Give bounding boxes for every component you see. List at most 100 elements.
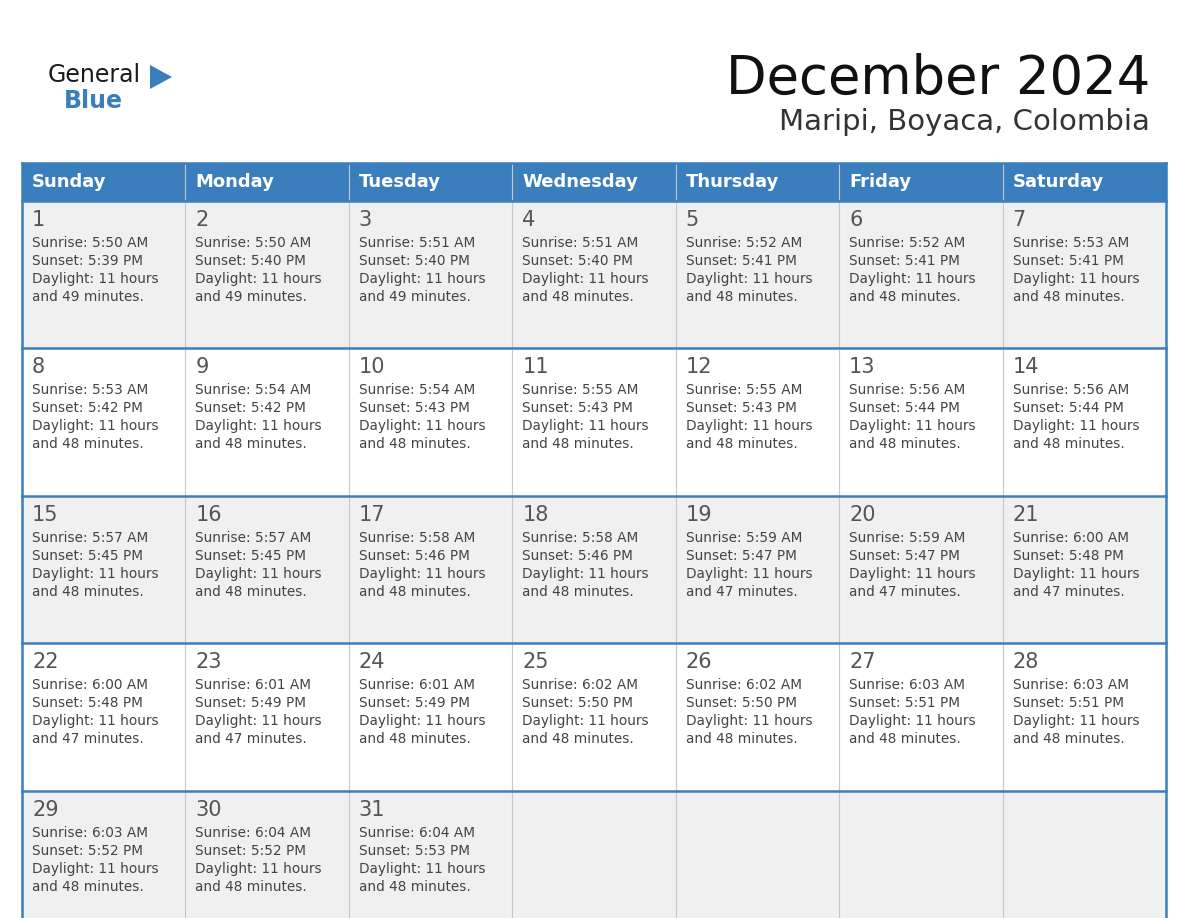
Text: Daylight: 11 hours: Daylight: 11 hours [196, 714, 322, 728]
Text: Sunrise: 5:59 AM: Sunrise: 5:59 AM [849, 531, 966, 544]
Text: Sunrise: 5:52 AM: Sunrise: 5:52 AM [849, 236, 966, 250]
Text: Sunrise: 5:54 AM: Sunrise: 5:54 AM [196, 384, 311, 397]
Text: Daylight: 11 hours: Daylight: 11 hours [685, 566, 813, 581]
Text: and 48 minutes.: and 48 minutes. [685, 437, 797, 452]
Text: Daylight: 11 hours: Daylight: 11 hours [685, 420, 813, 433]
Text: Daylight: 11 hours: Daylight: 11 hours [359, 420, 486, 433]
Text: and 48 minutes.: and 48 minutes. [1012, 733, 1124, 746]
Text: Daylight: 11 hours: Daylight: 11 hours [523, 566, 649, 581]
Text: and 48 minutes.: and 48 minutes. [1012, 437, 1124, 452]
Text: Sunrise: 5:50 AM: Sunrise: 5:50 AM [196, 236, 311, 250]
Text: Sunrise: 5:51 AM: Sunrise: 5:51 AM [523, 236, 638, 250]
Polygon shape [150, 65, 172, 89]
Text: 28: 28 [1012, 652, 1040, 672]
Text: Sunset: 5:47 PM: Sunset: 5:47 PM [849, 549, 960, 563]
Text: and 48 minutes.: and 48 minutes. [359, 879, 470, 893]
Text: 31: 31 [359, 800, 385, 820]
Text: Daylight: 11 hours: Daylight: 11 hours [32, 714, 159, 728]
Text: Sunrise: 5:56 AM: Sunrise: 5:56 AM [1012, 384, 1129, 397]
Text: Sunrise: 5:59 AM: Sunrise: 5:59 AM [685, 531, 802, 544]
Text: and 48 minutes.: and 48 minutes. [685, 290, 797, 304]
Text: Daylight: 11 hours: Daylight: 11 hours [32, 566, 159, 581]
Text: Daylight: 11 hours: Daylight: 11 hours [523, 420, 649, 433]
Text: 22: 22 [32, 652, 58, 672]
Text: Sunset: 5:46 PM: Sunset: 5:46 PM [359, 549, 469, 563]
Text: 9: 9 [196, 357, 209, 377]
Text: Daylight: 11 hours: Daylight: 11 hours [196, 272, 322, 286]
Bar [23, 496, 1165, 644]
Text: 29: 29 [32, 800, 58, 820]
Text: Sunset: 5:52 PM: Sunset: 5:52 PM [196, 844, 307, 857]
Text: Sunrise: 6:04 AM: Sunrise: 6:04 AM [359, 825, 475, 840]
Text: Daylight: 11 hours: Daylight: 11 hours [359, 714, 486, 728]
Text: and 47 minutes.: and 47 minutes. [196, 733, 308, 746]
Text: Sunrise: 5:57 AM: Sunrise: 5:57 AM [32, 531, 148, 544]
Bar [23, 201, 1165, 349]
Text: Daylight: 11 hours: Daylight: 11 hours [1012, 272, 1139, 286]
Text: Sunset: 5:49 PM: Sunset: 5:49 PM [359, 696, 470, 711]
Text: Daylight: 11 hours: Daylight: 11 hours [849, 272, 975, 286]
Text: and 48 minutes.: and 48 minutes. [32, 437, 144, 452]
Text: and 48 minutes.: and 48 minutes. [1012, 290, 1124, 304]
Text: Sunset: 5:40 PM: Sunset: 5:40 PM [359, 254, 469, 268]
Text: 5: 5 [685, 210, 699, 230]
Text: Wednesday: Wednesday [523, 173, 638, 191]
Text: 27: 27 [849, 652, 876, 672]
Text: Friday: Friday [849, 173, 911, 191]
Text: Daylight: 11 hours: Daylight: 11 hours [32, 862, 159, 876]
Text: Sunset: 5:41 PM: Sunset: 5:41 PM [849, 254, 960, 268]
Text: and 47 minutes.: and 47 minutes. [32, 733, 144, 746]
Text: Daylight: 11 hours: Daylight: 11 hours [523, 714, 649, 728]
Text: General: General [48, 63, 141, 87]
Text: Daylight: 11 hours: Daylight: 11 hours [32, 272, 159, 286]
Text: Sunrise: 5:55 AM: Sunrise: 5:55 AM [685, 384, 802, 397]
Text: 24: 24 [359, 652, 385, 672]
Text: and 48 minutes.: and 48 minutes. [523, 290, 634, 304]
Text: Sunset: 5:42 PM: Sunset: 5:42 PM [32, 401, 143, 416]
Text: Sunset: 5:43 PM: Sunset: 5:43 PM [359, 401, 469, 416]
Text: Sunset: 5:44 PM: Sunset: 5:44 PM [849, 401, 960, 416]
Text: 4: 4 [523, 210, 536, 230]
Text: Sunset: 5:43 PM: Sunset: 5:43 PM [523, 401, 633, 416]
Text: Sunset: 5:51 PM: Sunset: 5:51 PM [849, 696, 960, 711]
Text: Sunset: 5:53 PM: Sunset: 5:53 PM [359, 844, 470, 857]
Text: and 47 minutes.: and 47 minutes. [1012, 585, 1124, 599]
Text: 21: 21 [1012, 505, 1040, 525]
Text: and 49 minutes.: and 49 minutes. [359, 290, 470, 304]
Text: Sunset: 5:50 PM: Sunset: 5:50 PM [685, 696, 797, 711]
Text: Daylight: 11 hours: Daylight: 11 hours [359, 272, 486, 286]
Text: Sunset: 5:40 PM: Sunset: 5:40 PM [196, 254, 307, 268]
Text: Sunrise: 5:54 AM: Sunrise: 5:54 AM [359, 384, 475, 397]
Text: Sunrise: 6:01 AM: Sunrise: 6:01 AM [196, 678, 311, 692]
Text: Sunset: 5:48 PM: Sunset: 5:48 PM [32, 696, 143, 711]
Text: 25: 25 [523, 652, 549, 672]
Text: 19: 19 [685, 505, 713, 525]
Text: and 48 minutes.: and 48 minutes. [849, 290, 961, 304]
Text: Daylight: 11 hours: Daylight: 11 hours [685, 714, 813, 728]
Text: and 48 minutes.: and 48 minutes. [849, 437, 961, 452]
Text: Sunrise: 5:50 AM: Sunrise: 5:50 AM [32, 236, 148, 250]
Text: 20: 20 [849, 505, 876, 525]
Text: Sunrise: 5:53 AM: Sunrise: 5:53 AM [1012, 236, 1129, 250]
Text: Sunset: 5:43 PM: Sunset: 5:43 PM [685, 401, 797, 416]
Text: Saturday: Saturday [1012, 173, 1104, 191]
Text: and 48 minutes.: and 48 minutes. [196, 879, 308, 893]
Text: and 47 minutes.: and 47 minutes. [685, 585, 797, 599]
Bar [23, 790, 1165, 918]
Text: Sunrise: 5:52 AM: Sunrise: 5:52 AM [685, 236, 802, 250]
Text: Blue: Blue [64, 89, 124, 113]
Text: Sunday: Sunday [32, 173, 107, 191]
Text: Sunrise: 6:02 AM: Sunrise: 6:02 AM [523, 678, 638, 692]
Text: and 48 minutes.: and 48 minutes. [32, 879, 144, 893]
Text: and 48 minutes.: and 48 minutes. [685, 733, 797, 746]
Text: Daylight: 11 hours: Daylight: 11 hours [196, 566, 322, 581]
Text: and 47 minutes.: and 47 minutes. [849, 585, 961, 599]
Text: Daylight: 11 hours: Daylight: 11 hours [849, 420, 975, 433]
Text: Sunset: 5:49 PM: Sunset: 5:49 PM [196, 696, 307, 711]
Text: 17: 17 [359, 505, 385, 525]
Text: Sunrise: 6:00 AM: Sunrise: 6:00 AM [1012, 531, 1129, 544]
Text: Sunset: 5:46 PM: Sunset: 5:46 PM [523, 549, 633, 563]
Text: and 48 minutes.: and 48 minutes. [196, 585, 308, 599]
Text: Daylight: 11 hours: Daylight: 11 hours [32, 420, 159, 433]
Text: Sunrise: 5:53 AM: Sunrise: 5:53 AM [32, 384, 148, 397]
